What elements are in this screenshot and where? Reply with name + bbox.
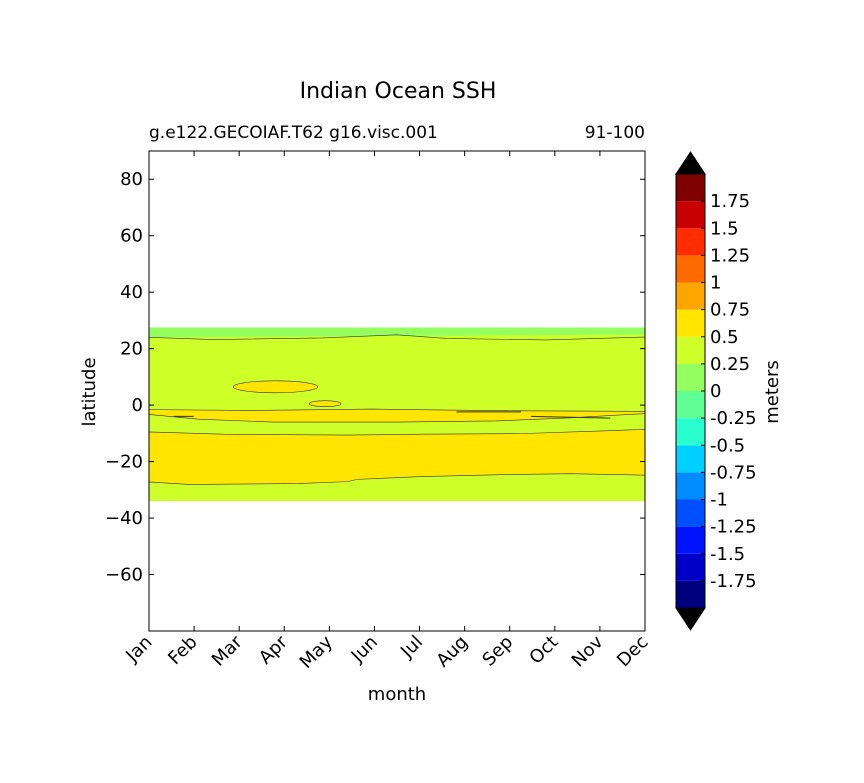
contour-patch-mar-apr [233,380,318,394]
contour-patch-may [308,400,342,408]
colorbar-tick-label: 0 [710,381,721,402]
x-tick-label-sep: Sep [478,632,517,671]
colorbar-tick-label: 1 [710,273,721,294]
x-tick-label-aug: Aug [432,632,472,672]
colorbar-swatch-13 [676,228,705,256]
plot-area [148,151,646,631]
y-tick-label: 80 [120,169,143,190]
colorbar-tick-label: -0.75 [710,462,757,483]
colorbar-label: meters [762,360,783,424]
colorbar-swatch-14 [676,201,705,229]
colorbar-swatch-12 [676,255,705,283]
colorbar: -1.75 -1.5 -1.25 -1 -0.75 -0.5 -0.25 0 0.25 0.5 0.… [675,151,757,631]
colorbar-tick-label: -0.5 [710,435,745,456]
x-tick-label-jan: Jan [121,632,156,667]
colorbar-tick-label: -1 [710,490,728,511]
contour-band-0.5-to-0.75-south [148,429,646,485]
colorbar-tick-label: -1.25 [710,517,757,538]
x-tick-label-mar: Mar [208,631,247,670]
colorbar-swatch-2 [676,526,705,554]
contour-line-oct [530,415,611,419]
colorbar-tick-label: -1.75 [710,571,757,592]
colorbar-extend-over [675,151,706,175]
colorbar-tick-label: -0.25 [710,408,757,429]
colorbar-extend-under [675,607,706,631]
colorbar-swatch-7 [676,391,705,419]
colorbar-swatch-0 [676,580,705,608]
y-tick-label: 60 [120,226,143,247]
chart-subtitle-right: 91-100 [585,123,645,143]
colorbar-swatch-4 [676,472,705,500]
y-axis-label: latitude [79,357,100,426]
colorbar-tick-label: 0.5 [710,327,739,348]
contour-band-0-to-0.25 [149,327,645,338]
y-tick-label: −60 [105,565,143,586]
x-tick-label-feb: Feb [164,632,201,669]
colorbar-tick-label: 1.5 [710,218,739,239]
chart-title: Indian Ocean SSH [300,79,497,104]
colorbar-tick-label: -1.5 [710,544,745,565]
x-tick-label-dec: Dec [613,632,652,671]
colorbar-swatch-9 [676,336,705,364]
plot-frame [148,150,646,632]
colorbar-swatch-8 [676,363,705,391]
y-tick-label: 0 [132,395,143,416]
colorbar-swatch-11 [676,282,705,310]
x-tick-label-nov: Nov [568,631,608,671]
colorbar-tick-label: 0.25 [710,354,750,375]
y-tick-label: −20 [105,452,143,473]
colorbar-tick-label: 0.75 [710,300,750,321]
chart-subtitle-left: g.e122.GECOIAF.T62 g16.visc.001 [149,123,438,143]
x-tick-label-jul: Jul [396,632,427,663]
y-tick-label: −40 [105,508,143,529]
x-tick-label-may: May [296,631,337,672]
colorbar-swatch-5 [676,445,705,473]
colorbar-swatch-15 [676,174,705,202]
y-tick-label: 40 [120,282,143,303]
colorbar-swatch-1 [676,553,705,581]
contour-line-0.25 [148,334,646,341]
colorbar-swatch-6 [676,418,705,446]
x-tick-label-jun: Jun [347,632,382,667]
y-tick-label: 20 [120,339,143,360]
colorbar-swatch-10 [676,309,705,337]
colorbar-swatch-3 [676,499,705,527]
x-axis-label: month [368,684,426,705]
x-tick-label-apr: Apr [255,631,292,668]
x-tick-label-oct: Oct [525,632,562,669]
colorbar-tick-label: 1.25 [710,245,750,266]
colorbar-tick-label: 1.75 [710,191,750,212]
